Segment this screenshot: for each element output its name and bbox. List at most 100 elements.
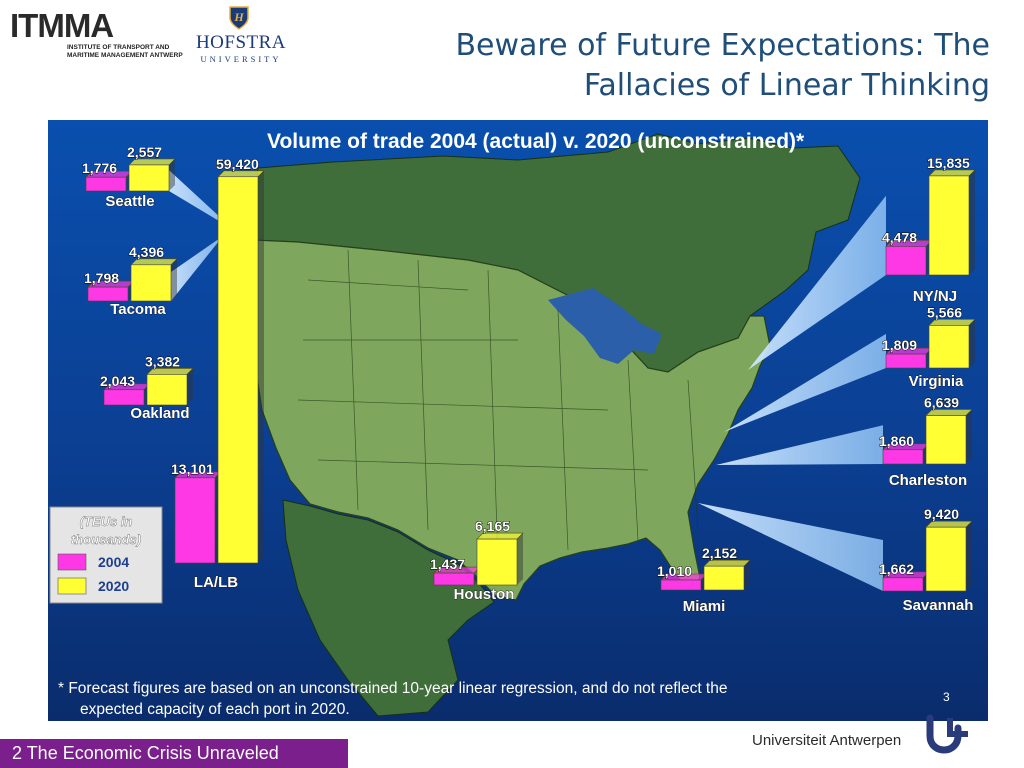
bar-2020-ny-nj-side xyxy=(969,169,975,275)
legend-swatch-2004 xyxy=(57,553,87,571)
bar-2020-houston-face xyxy=(476,538,518,586)
port-label-savannah: Savannah xyxy=(903,597,974,614)
value-label-2004-la-lb: 13,101 xyxy=(171,461,214,477)
value-label-2004-seattle: 1,776 xyxy=(82,160,117,176)
great-lakes xyxy=(548,288,662,364)
bar-2020-la-lb xyxy=(217,170,265,564)
port-label-ny-nj: NY/NJ xyxy=(913,288,957,305)
page-title-line2: Fallacies of Linear Thinking xyxy=(583,68,990,103)
port-label-miami: Miami xyxy=(683,598,726,615)
bar-2020-tacoma-side xyxy=(171,258,177,301)
bar-2004-savannah-face xyxy=(882,577,924,592)
port-label-oakland: Oakland xyxy=(130,405,189,422)
bar-2020-tacoma-face xyxy=(130,264,172,302)
itmma-sub-line2: MARITIME MANAGEMENT ANTWERP xyxy=(67,51,183,59)
bar-2020-charleston-face xyxy=(925,415,967,465)
bar-2020-miami-side xyxy=(744,560,750,590)
value-label-2004-virginia: 1,809 xyxy=(882,337,917,353)
legend-label-2004: 2004 xyxy=(98,554,129,570)
chart-title: Volume of trade 2004 (actual) v. 2020 (u… xyxy=(267,130,805,153)
callout-savannah xyxy=(698,503,883,591)
port-label-charleston: Charleston xyxy=(889,472,967,489)
legend-label-2020: 2020 xyxy=(98,578,129,594)
legend: (TEUs in thousands) 2004 2020 xyxy=(49,506,163,604)
bar-2020-savannah-side xyxy=(966,521,972,591)
bar-2004-virginia-face xyxy=(885,353,927,369)
port-label-la-lb: LA/LB xyxy=(194,574,238,591)
bar-2020-houston xyxy=(476,532,524,586)
legend-unit-line1: (TEUs in xyxy=(80,514,133,529)
usa-landmass xyxy=(251,239,771,601)
bar-2004-ny-nj-face xyxy=(885,246,927,276)
page-title: Beware of Future Expectations: The Falla… xyxy=(350,26,990,106)
bar-2004-la-lb-face xyxy=(174,477,216,564)
itmma-logo-word: ITMMA xyxy=(10,7,114,44)
bar-2004-tacoma xyxy=(87,280,135,302)
bar-2020-virginia-side xyxy=(969,319,975,368)
bar-2020-oakland xyxy=(146,368,194,406)
section-footer-tag: 2 The Economic Crisis Unraveled xyxy=(0,739,348,768)
value-label-2020-miami: 2,152 xyxy=(702,545,737,561)
value-label-2004-houston: 1,437 xyxy=(430,556,465,572)
bar-2004-houston-face xyxy=(433,572,475,586)
value-label-2020-savannah: 9,420 xyxy=(924,506,959,522)
bar-2004-ny-nj xyxy=(885,240,933,276)
port-volume-chart: 1,776 2,557 Seattle 1,798 4,396 Tacoma 2,043 3,… xyxy=(48,120,988,721)
bar-2020-miami-face xyxy=(703,565,745,591)
value-label-2020-charleston: 6,639 xyxy=(924,394,959,410)
value-label-2020-seattle: 2,557 xyxy=(127,144,162,160)
itmma-sub-line1: INSTITUTE OF TRANSPORT AND xyxy=(67,44,170,51)
bar-2020-charleston xyxy=(925,409,973,465)
bar-2020-virginia-face xyxy=(928,325,970,369)
bar-2020-la-lb-face xyxy=(217,176,259,564)
bar-2020-la-lb-side xyxy=(258,170,264,563)
bar-2020-oakland-side xyxy=(187,368,193,405)
itmma-logo-subtitle: INSTITUTE OF TRANSPORT AND MARITIME MANA… xyxy=(67,44,207,59)
bar-2020-ny-nj-face xyxy=(928,175,970,276)
bar-2004-seattle-face xyxy=(85,176,127,192)
state-borders xyxy=(297,249,699,561)
port-label-virginia: Virginia xyxy=(909,373,964,390)
port-label-seattle: Seattle xyxy=(105,193,154,210)
value-label-2020-tacoma: 4,396 xyxy=(129,244,164,260)
hofstra-logo-subtitle: UNIVERSITY xyxy=(200,54,282,64)
hofstra-logo: H HOFSTRA UNIVERSITY xyxy=(195,6,287,66)
callout-tacoma xyxy=(171,236,223,301)
bars-layer: 1,776 2,557 Seattle 1,798 4,396 Tacoma 2,043 3,… xyxy=(82,143,976,615)
university-logo-icon xyxy=(926,714,968,754)
svg-text:H: H xyxy=(233,10,244,24)
bar-2020-oakland-face xyxy=(146,374,188,406)
hofstra-shield-icon: H xyxy=(229,6,249,30)
value-label-2020-la-lb: 59,420 xyxy=(216,156,259,172)
legend-unit-line2: thousands) xyxy=(71,532,141,547)
value-label-2020-virginia: 5,566 xyxy=(927,304,962,320)
value-label-2004-savannah: 1,662 xyxy=(879,561,914,577)
bar-2004-charleston xyxy=(882,443,930,465)
value-label-2020-houston: 6,165 xyxy=(475,518,510,534)
bar-2020-ny-nj xyxy=(928,169,976,276)
footnote-line2: expected capacity of each port in 2020. xyxy=(80,701,350,718)
itmma-logo: ITMMA INSTITUTE OF TRANSPORT AND MARITIM… xyxy=(10,8,195,60)
map-layer xyxy=(251,133,861,717)
page-title-line1: Beware of Future Expectations: The xyxy=(455,28,990,63)
bar-2020-seattle xyxy=(128,158,176,192)
value-label-2004-tacoma: 1,798 xyxy=(84,270,119,286)
value-label-2004-miami: 1,010 xyxy=(657,563,692,579)
value-label-2020-oakland: 3,382 xyxy=(145,353,180,369)
footnote-line1: * Forecast figures are based on an uncon… xyxy=(58,680,727,697)
bar-2004-miami-face xyxy=(660,579,702,591)
callout-charleston xyxy=(716,425,883,465)
value-label-2004-charleston: 1,860 xyxy=(879,433,914,449)
bar-2004-savannah xyxy=(882,571,930,592)
value-label-2020-ny-nj: 15,835 xyxy=(927,155,970,171)
value-label-2004-ny-nj: 4,478 xyxy=(882,229,917,245)
bar-2004-charleston-face xyxy=(882,449,924,465)
bar-2004-la-lb xyxy=(174,471,222,564)
university-name: Universiteit Antwerpen xyxy=(752,732,902,749)
page-number: 3 xyxy=(943,690,950,704)
bar-2020-charleston-side xyxy=(966,409,972,464)
legend-swatch-2020 xyxy=(57,577,87,595)
bar-2020-seattle-side xyxy=(169,158,175,191)
bar-2020-houston-side xyxy=(517,533,523,585)
